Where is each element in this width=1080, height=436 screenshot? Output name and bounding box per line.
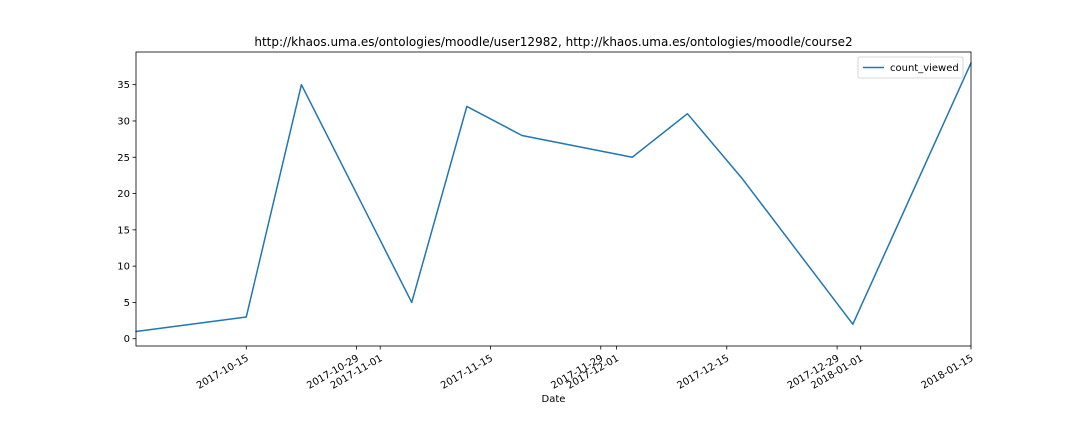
legend-label: count_viewed [890, 63, 959, 74]
plot-area [135, 51, 972, 347]
x-tick-label: 2017-12-15 [675, 353, 731, 392]
x-tick-label: 2018-01-15 [920, 353, 976, 392]
y-tick-label: 35 [117, 80, 130, 91]
y-tick-label: 15 [117, 225, 130, 236]
y-axis: 0 5 10 15 20 25 30 35 [117, 80, 136, 345]
chart-title: http://khaos.uma.es/ontologies/moodle/us… [254, 35, 852, 49]
y-tick-label: 5 [124, 298, 130, 309]
x-tick-label: 2017-11-15 [439, 353, 495, 392]
y-tick-label: 25 [117, 153, 130, 164]
series-line-count-viewed [135, 62, 972, 333]
legend-box [857, 56, 964, 79]
y-tick-label: 10 [117, 262, 130, 273]
y-tick-label: 30 [117, 116, 130, 127]
x-tick-label: 2017-10-15 [195, 353, 251, 392]
plot-frame [135, 51, 972, 347]
y-tick-label: 20 [117, 189, 130, 200]
y-tick-label: 0 [124, 334, 130, 345]
x-axis-label: Date [542, 394, 566, 405]
legend: count_viewed [857, 56, 964, 79]
